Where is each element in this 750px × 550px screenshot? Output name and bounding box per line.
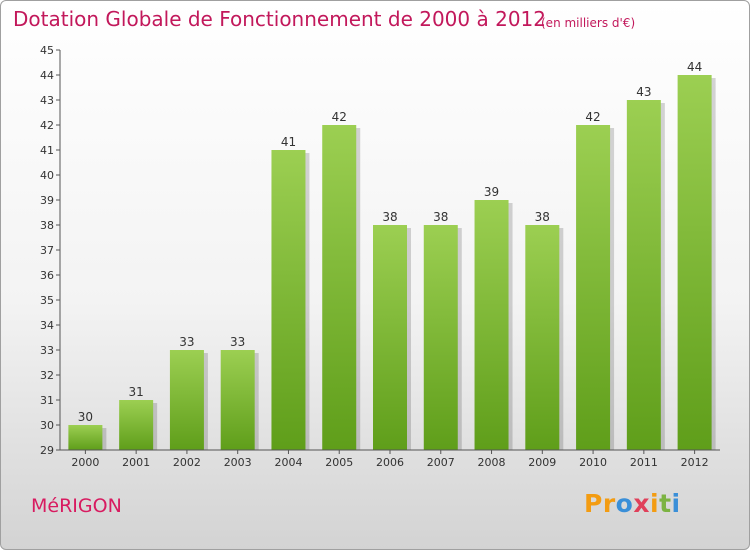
bar-value-label: 39	[484, 185, 499, 199]
logo-part: o	[615, 489, 634, 518]
x-tick-label: 2010	[579, 456, 607, 469]
x-tick-label: 2000	[71, 456, 99, 469]
logo-part: x	[633, 489, 650, 518]
x-tick-label: 2006	[376, 456, 404, 469]
bar	[169, 350, 204, 450]
x-tick-label: 2012	[681, 456, 709, 469]
x-tick-label: 2003	[224, 456, 252, 469]
y-tick-label: 44	[40, 69, 54, 82]
chart-subtitle: (en milliers d'€)	[541, 16, 636, 30]
bar	[576, 125, 611, 450]
bar-chart: 29 30 31 32 33 34 35 36 37 38 39 40 41 42 43 44 45 2000 20…	[40, 44, 720, 469]
bar-value-label: 44	[687, 60, 702, 74]
logo-part: t	[659, 489, 672, 518]
bar	[423, 225, 458, 450]
logo-part: i	[649, 489, 660, 518]
bar	[271, 150, 306, 450]
bar-value-label: 38	[535, 210, 550, 224]
bar-value-label: 41	[281, 135, 296, 149]
bar-value-label: 30	[78, 410, 93, 424]
bar-value-label: 33	[179, 335, 194, 349]
bar	[677, 75, 712, 450]
bar	[68, 425, 103, 450]
bar-value-label: 38	[433, 210, 448, 224]
logo-part: Pr	[584, 489, 616, 518]
y-tick-label: 38	[40, 219, 54, 232]
bar	[474, 200, 509, 450]
y-tick-label: 36	[40, 269, 54, 282]
bar	[525, 225, 560, 450]
y-tick-label: 41	[40, 144, 54, 157]
x-tick-label: 2007	[427, 456, 455, 469]
y-tick-label: 33	[40, 344, 54, 357]
bar	[119, 400, 154, 450]
bar	[626, 100, 661, 450]
y-tick-label: 40	[40, 169, 54, 182]
y-tick-label: 31	[40, 394, 54, 407]
proxiti-logo: Proxiti	[584, 489, 681, 518]
y-tick-label: 39	[40, 194, 54, 207]
chart-title: Dotation Globale de Fonctionnement de 20…	[13, 7, 546, 31]
bar	[220, 350, 255, 450]
bar-value-label: 42	[332, 110, 347, 124]
y-tick-label: 35	[40, 294, 54, 307]
commune-name: MéRIGON	[31, 495, 122, 517]
bar	[373, 225, 407, 450]
bar-value-label: 31	[129, 385, 144, 399]
y-tick-label: 32	[40, 369, 54, 382]
x-tick-label: 2009	[528, 456, 556, 469]
bar-value-label: 33	[230, 335, 245, 349]
bar-value-label: 43	[636, 85, 651, 99]
y-tick-label: 37	[40, 244, 54, 257]
y-tick-label: 43	[40, 94, 54, 107]
y-tick-label: 29	[40, 444, 54, 457]
x-tick-label: 2004	[274, 456, 302, 469]
y-tick-label: 42	[40, 119, 54, 132]
x-tick-label: 2008	[478, 456, 506, 469]
x-tick-label: 2002	[173, 456, 201, 469]
x-tick-label: 2011	[630, 456, 658, 469]
bar	[322, 125, 357, 450]
x-tick-label: 2005	[325, 456, 353, 469]
logo-part: i	[671, 489, 681, 518]
bar-value-label: 42	[585, 110, 600, 124]
y-tick-label: 30	[40, 419, 54, 432]
bar-value-label: 38	[382, 210, 397, 224]
y-tick-label: 34	[40, 319, 54, 332]
x-tick-label: 2001	[122, 456, 150, 469]
y-tick-label: 45	[40, 44, 54, 57]
